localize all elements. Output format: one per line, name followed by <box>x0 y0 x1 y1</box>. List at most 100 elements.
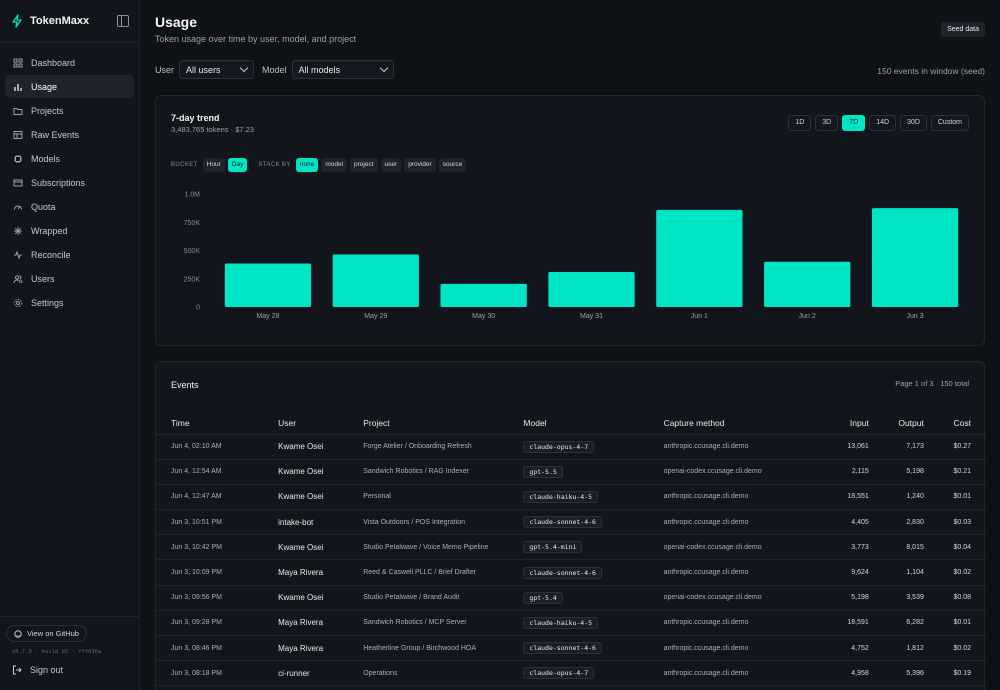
cell-cost: $0.01 <box>923 484 986 511</box>
range-1d-button[interactable]: 1D <box>788 115 812 131</box>
table-row[interactable]: Jun 3, 08:18 PM ci-runner Operations claude… <box>156 660 986 687</box>
range-30d-button[interactable]: 30D <box>900 115 927 131</box>
sidebar-item-dashboard[interactable]: Dashboard <box>5 51 134 74</box>
cell-time: Jun 3, 08:18 PM <box>156 660 264 687</box>
app-name: TokenMaxx <box>30 15 90 27</box>
table-row[interactable]: Jun 4, 02:10 AM Kwame Osei Forge Atelier /… <box>156 434 986 460</box>
sidebar-item-usage[interactable]: Usage <box>5 75 134 98</box>
bucket-options: Hour Day <box>202 158 251 172</box>
card-icon <box>13 179 23 186</box>
sidebar-item-users[interactable]: Users <box>5 267 134 290</box>
cell-time: Jun 3, 08:46 PM <box>156 635 264 662</box>
cell-output: 3,539 <box>868 585 924 611</box>
table-row[interactable]: Jun 3, 08:46 PM Maya Rivera Heatherline Gr… <box>156 635 986 662</box>
bucket-label: BUCKET <box>171 162 198 168</box>
column-header-input: Input <box>808 412 869 435</box>
model-badge: claude-sonnet-4-6 <box>523 516 602 529</box>
cell-time: Jun 3, 10:09 PM <box>156 559 264 586</box>
sidebar-item-raw-events[interactable]: Raw Events <box>5 123 134 146</box>
cell-time: Jun 3, 10:51 PM <box>156 509 264 536</box>
cell-input: 4,958 <box>808 660 869 687</box>
events-card: Events Page 1 of 3 · 150 total Time User P… <box>155 361 986 690</box>
range-3d-button[interactable]: 3D <box>815 115 839 131</box>
cell-output: 1,240 <box>868 484 924 511</box>
model-select[interactable]: All models <box>291 60 394 79</box>
model-cell: gpt-5.4-mini <box>508 534 649 561</box>
cell-project: Heatherline Group / Birchwood HOA <box>348 635 509 662</box>
sidebar-item-models[interactable]: Models <box>5 147 134 170</box>
cell-input: 4,752 <box>808 635 869 662</box>
github-button[interactable]: View on GitHub <box>6 625 87 642</box>
sidebar-item-projects[interactable]: Projects <box>5 99 134 122</box>
cell-user: ci-runner <box>263 660 349 687</box>
range-14d-button[interactable]: 14D <box>869 115 897 131</box>
cell-input: 13,061 <box>808 434 869 460</box>
model-badge: gpt-5.5 <box>523 465 563 478</box>
table-row[interactable]: Jun 3, 10:09 PM Maya Rivera Reed & Caswell… <box>156 559 986 586</box>
table-icon <box>13 130 23 139</box>
sidebar-item-label: Usage <box>31 81 58 92</box>
user-select-value: All users <box>186 64 221 75</box>
cell-output: 1,104 <box>868 559 924 586</box>
chart-bar[interactable] <box>548 271 635 307</box>
github-label: View on GitHub <box>27 629 79 638</box>
range-7d-button[interactable]: 7D <box>842 115 866 131</box>
brand: TokenMaxx <box>0 0 139 42</box>
sidebar-item-wrapped[interactable]: Wrapped <box>5 219 134 242</box>
cell-cost: $0.21 <box>923 459 986 485</box>
stack-options: none model project user provider source <box>295 158 469 172</box>
sidebar-item-settings[interactable]: Settings <box>5 291 134 314</box>
table-row[interactable]: Jun 3, 10:42 PM Kwame Osei Studio Petalwav… <box>156 534 986 561</box>
chart-bar[interactable] <box>440 283 527 307</box>
cell-project: Forge Atelier / Onboarding Refresh <box>348 434 509 460</box>
sidebar-nav: Dashboard Usage Projects Raw Events Models Su… <box>0 42 139 314</box>
cell-cost: $0.01 <box>923 610 986 637</box>
sidebar-item-quota[interactable]: Quota <box>5 195 134 218</box>
stack-by-project-button[interactable]: project <box>350 158 378 172</box>
table-row[interactable]: Jun 3, 09:28 PM Maya Rivera Sandwich Robot… <box>156 610 986 637</box>
chart-bar[interactable] <box>332 254 419 307</box>
table-row[interactable]: Jun 3, 10:51 PM intake-bot Vista Outdoors … <box>156 509 986 536</box>
chart-bar[interactable] <box>656 209 743 307</box>
chart-bar[interactable] <box>764 261 851 307</box>
cell-cost: $0.02 <box>923 559 986 586</box>
trend-bar-chart: 0 250K 500K 750K 1.0M May 28 May 29 May 30 May 3… <box>184 192 959 320</box>
cell-project: Vista Outdoors / POS Integration <box>348 509 509 536</box>
cell-capture-method: anthropic.ccusage.cli.demo <box>648 559 809 586</box>
model-badge: claude-haiku-4-5 <box>523 490 599 503</box>
x-tick-label: Jun 3 <box>907 313 924 320</box>
y-tick-label: 500K <box>184 248 201 255</box>
cell-input: 3,773 <box>808 534 869 561</box>
stack-by-provider-button[interactable]: provider <box>404 158 436 172</box>
table-row[interactable]: Jun 3, 09:56 PM Kwame Osei Studio Petalwav… <box>156 585 986 611</box>
signout-button[interactable]: Sign out <box>12 665 133 675</box>
events-pagination: Page 1 of 3 · 150 total <box>895 379 969 388</box>
stack-by-user-button[interactable]: user <box>380 158 402 172</box>
stack-by-none-button[interactable]: none <box>295 158 319 172</box>
sidebar-item-subscriptions[interactable]: Subscriptions <box>5 171 134 194</box>
range-custom-button[interactable]: Custom <box>930 115 969 131</box>
seed-data-button[interactable]: Seed data <box>941 22 985 37</box>
stack-by-model-button[interactable]: model <box>321 158 348 172</box>
cell-input: 4,405 <box>808 509 869 536</box>
bucket-hour-button[interactable]: Hour <box>202 158 225 172</box>
chevron-down-icon <box>239 63 249 73</box>
stack-by-source-button[interactable]: source <box>438 158 467 172</box>
cell-capture-method: anthropic.ccusage.cli.demo <box>648 635 809 662</box>
table-row[interactable]: Jun 4, 12:54 AM Kwame Osei Sandwich Roboti… <box>156 459 986 485</box>
table-row[interactable]: Jun 4, 12:47 AM Kwame Osei Personal claude-… <box>156 484 986 511</box>
stack-by-label: STACK BY <box>258 162 291 168</box>
sidebar-item-reconcile[interactable]: Reconcile <box>5 243 134 266</box>
chart-bar[interactable] <box>871 208 959 307</box>
user-select[interactable]: All users <box>179 60 255 79</box>
model-badge: claude-opus-4-7 <box>523 667 595 680</box>
model-cell: claude-sonnet-4-6 <box>508 635 649 662</box>
chart-bar[interactable] <box>224 263 312 307</box>
bucket-day-button[interactable]: Day <box>227 158 248 172</box>
x-tick-label: May 28 <box>256 313 279 320</box>
model-badge: claude-opus-4-7 <box>523 440 595 453</box>
sidebar-item-label: Quota <box>31 201 56 212</box>
sidebar-toggle-icon[interactable] <box>117 15 129 27</box>
filters-bar: User All users Model All models <box>155 60 402 79</box>
model-cell: claude-opus-4-7 <box>508 434 649 460</box>
